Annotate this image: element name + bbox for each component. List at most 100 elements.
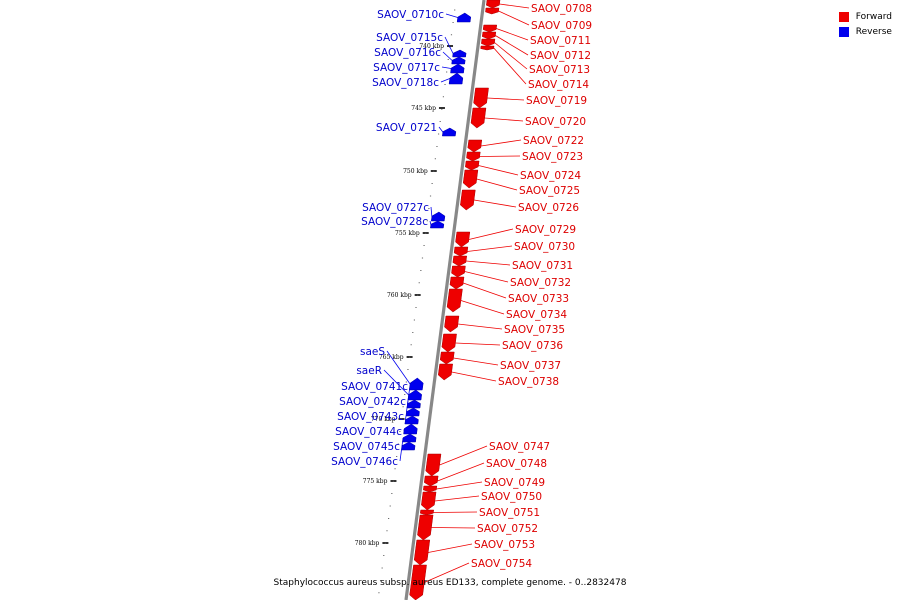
forward-gene-saov-0750[interactable]: [421, 491, 437, 511]
forward-gene-label-saov-0709[interactable]: SAOV_0709: [531, 20, 592, 32]
reverse-gene-label-saov-0718c[interactable]: SAOV_0718c: [372, 77, 439, 89]
forward-gene-saov-0730[interactable]: [453, 246, 469, 257]
forward-gene-saov-0713[interactable]: [481, 38, 496, 47]
reverse-leader-saov-0721: [438, 126, 444, 133]
forward-gene-label-saov-0754[interactable]: SAOV_0754: [471, 558, 532, 570]
forward-gene-label-saov-0729[interactable]: SAOV_0729: [515, 224, 576, 236]
forward-gene-label-saov-0750[interactable]: SAOV_0750: [481, 491, 542, 503]
forward-gene-label-saov-0719[interactable]: SAOV_0719: [526, 95, 587, 107]
forward-gene-label-saov-0747[interactable]: SAOV_0747: [489, 441, 550, 453]
tick-label-745: 745 kbp: [411, 105, 436, 112]
forward-gene-saov-0724[interactable]: [465, 160, 480, 171]
forward-gene-label-saov-0713[interactable]: SAOV_0713: [529, 64, 590, 76]
forward-gene-label-saov-0735[interactable]: SAOV_0735: [504, 324, 565, 336]
forward-gene-saov-0752[interactable]: [417, 514, 434, 541]
reverse-gene-saov-0741c[interactable]: [406, 399, 421, 409]
reverse-gene-saov-0710c[interactable]: [456, 12, 472, 23]
forward-gene-label-saov-0734[interactable]: SAOV_0734: [506, 309, 567, 321]
reverse-gene-label-saov-0715c[interactable]: SAOV_0715c: [376, 32, 443, 44]
forward-gene-label-saov-0738[interactable]: SAOV_0738: [498, 376, 559, 388]
forward-gene-saov-0754[interactable]: [409, 564, 427, 600]
reverse-gene-label-saov-0728c[interactable]: SAOV_0728c: [361, 216, 428, 228]
reverse-gene-label-saov-0741c[interactable]: SAOV_0741c: [341, 381, 408, 393]
reverse-gene-label-saov-0727c[interactable]: SAOV_0727c: [362, 202, 429, 214]
reverse-gene-label-saov-0716c[interactable]: SAOV_0716c: [374, 47, 441, 59]
forward-gene-label-saov-0751[interactable]: SAOV_0751: [479, 507, 540, 519]
forward-gene-saov-0712[interactable]: [481, 31, 497, 40]
forward-gene-label-saov-0722[interactable]: SAOV_0722: [523, 135, 584, 147]
reverse-gene-label-saes[interactable]: saeS: [360, 346, 385, 358]
forward-gene-label-saov-0733[interactable]: SAOV_0733: [508, 293, 569, 305]
forward-gene-label-saov-0720[interactable]: SAOV_0720: [525, 116, 586, 128]
forward-gene-label-saov-0725[interactable]: SAOV_0725: [519, 185, 580, 197]
forward-gene-label-saov-0726[interactable]: SAOV_0726: [518, 202, 579, 214]
forward-gene-label-saov-0736[interactable]: SAOV_0736: [502, 340, 563, 352]
reverse-gene-saov-0727c[interactable]: [430, 211, 446, 222]
forward-gene-saov-0736[interactable]: [441, 333, 457, 353]
forward-gene-saov-0732[interactable]: [451, 265, 466, 278]
forward-gene-saov-0711[interactable]: [482, 24, 498, 33]
forward-leader-saov-0711: [496, 28, 529, 41]
reverse-gene-label-saov-0745c[interactable]: SAOV_0745c: [333, 441, 400, 453]
reverse-gene-label-saov-0742c[interactable]: SAOV_0742c: [339, 396, 406, 408]
forward-gene-saov-0719[interactable]: [473, 87, 489, 109]
forward-gene-label-saov-0708[interactable]: SAOV_0708: [531, 3, 592, 15]
reverse-gene-saov-0743c[interactable]: [404, 415, 419, 425]
reverse-gene-saov-0746c[interactable]: [401, 441, 416, 451]
reverse-gene-label-saov-0717c[interactable]: SAOV_0717c: [373, 62, 440, 74]
reverse-gene-saer[interactable]: [407, 389, 422, 401]
forward-gene-saov-0723[interactable]: [466, 151, 481, 162]
forward-gene-saov-0738[interactable]: [437, 363, 453, 381]
forward-gene-saov-0708[interactable]: [486, 0, 501, 9]
forward-gene-label-saov-0714[interactable]: SAOV_0714: [528, 79, 589, 91]
reverse-gene-saov-0742c[interactable]: [405, 407, 420, 417]
forward-gene-saov-0722[interactable]: [467, 139, 483, 153]
forward-gene-saov-0731[interactable]: [452, 255, 468, 267]
forward-gene-saov-0714[interactable]: [480, 45, 495, 51]
forward-gene-saov-0735[interactable]: [444, 315, 460, 333]
reverse-gene-saes[interactable]: [409, 377, 424, 391]
forward-gene-label-saov-0712[interactable]: SAOV_0712: [530, 50, 591, 62]
forward-gene-saov-0749[interactable]: [423, 485, 438, 493]
forward-gene-label-saov-0711[interactable]: SAOV_0711: [530, 35, 591, 47]
forward-gene-saov-0726[interactable]: [460, 189, 476, 211]
forward-gene-saov-0720[interactable]: [470, 107, 487, 129]
reverse-gene-saov-0744c[interactable]: [403, 423, 418, 435]
forward-gene-saov-0709[interactable]: [485, 7, 500, 15]
forward-gene-label-saov-0724[interactable]: SAOV_0724: [520, 170, 581, 182]
forward-gene-saov-0748[interactable]: [424, 475, 439, 487]
forward-gene-label-saov-0732[interactable]: SAOV_0732: [510, 277, 571, 289]
forward-leader-saov-0736: [455, 342, 501, 346]
reverse-gene-saov-0728c[interactable]: [430, 220, 445, 229]
reverse-leader-saov-0710c: [445, 13, 458, 18]
forward-gene-saov-0753[interactable]: [413, 539, 431, 566]
reverse-gene-saov-0717c[interactable]: [450, 63, 465, 74]
reverse-gene-saov-0715c[interactable]: [452, 49, 467, 58]
forward-gene-label-saov-0752[interactable]: SAOV_0752: [477, 523, 538, 535]
reverse-gene-saov-0718c[interactable]: [448, 72, 464, 85]
reverse-gene-label-saov-0746c[interactable]: SAOV_0746c: [331, 456, 398, 468]
forward-gene-label-saov-0723[interactable]: SAOV_0723: [522, 151, 583, 163]
forward-gene-label-saov-0730[interactable]: SAOV_0730: [514, 241, 575, 253]
forward-gene-label-saov-0731[interactable]: SAOV_0731: [512, 260, 573, 272]
reverse-gene-saov-0745c[interactable]: [402, 433, 417, 443]
reverse-gene-label-saov-0744c[interactable]: SAOV_0744c: [335, 426, 402, 438]
forward-gene-saov-0733[interactable]: [449, 276, 465, 290]
forward-gene-label-saov-0753[interactable]: SAOV_0753: [474, 539, 535, 551]
reverse-gene-label-saov-0743c[interactable]: SAOV_0743c: [337, 411, 404, 423]
reverse-gene-saov-0721[interactable]: [442, 127, 457, 137]
forward-gene-label-saov-0749[interactable]: SAOV_0749: [484, 477, 545, 489]
tick-label-780: 780 kbp: [355, 540, 380, 547]
forward-gene-saov-0725[interactable]: [462, 169, 479, 189]
forward-gene-saov-0729[interactable]: [455, 231, 471, 248]
forward-gene-saov-0737[interactable]: [439, 351, 455, 365]
forward-gene-saov-0734[interactable]: [446, 288, 463, 313]
forward-gene-label-saov-0737[interactable]: SAOV_0737: [500, 360, 561, 372]
reverse-gene-saov-0716c[interactable]: [451, 56, 466, 65]
forward-gene-label-saov-0748[interactable]: SAOV_0748: [486, 458, 547, 470]
reverse-gene-label-saov-0710c[interactable]: SAOV_0710c: [377, 9, 444, 21]
reverse-gene-label-saov-0721[interactable]: SAOV_0721: [376, 122, 437, 134]
reverse-gene-label-saer[interactable]: saeR: [356, 365, 382, 377]
forward-gene-saov-0747[interactable]: [425, 453, 442, 477]
forward-gene-saov-0751[interactable]: [420, 509, 434, 516]
